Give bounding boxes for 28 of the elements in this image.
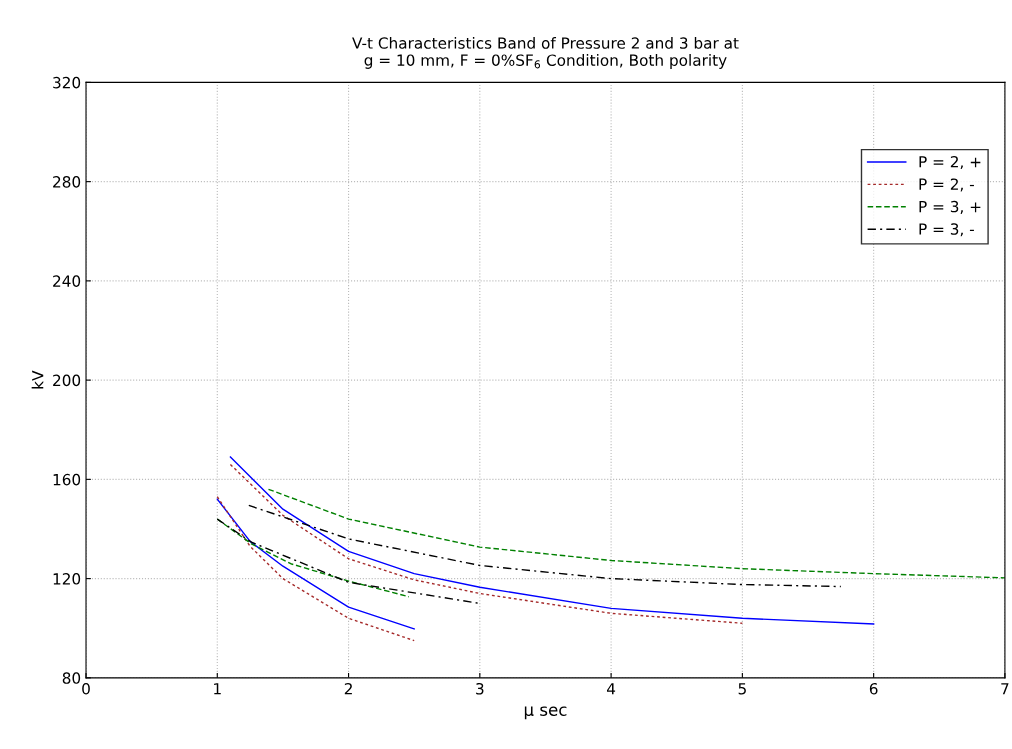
line-series — [248, 504, 842, 588]
y-tick-label: 80 — [62, 672, 81, 684]
x-tick-label: 5 — [738, 683, 746, 695]
chart-title: V-t Characteristics Band of Pressure 2 and 3 bar at g = 10 mm, F = 0%SF$_{6}$ Condition, Both polarity — [352, 37, 739, 69]
x-tick-label: 2 — [344, 682, 352, 695]
line-series — [229, 456, 875, 625]
y-tick-label: 120 — [53, 573, 81, 585]
y-axis-title: kV — [31, 370, 44, 389]
legend-label: P = 3, - — [919, 223, 974, 237]
x-tick-label: 4 — [606, 683, 616, 695]
legend-label: P = 2, + — [919, 155, 981, 170]
y-tick-label: 280 — [53, 176, 81, 188]
x-tick-label: 7 — [1001, 683, 1009, 695]
line-series — [216, 518, 481, 605]
y-tick-label: 200 — [53, 374, 81, 387]
x-axis-title: μ sec — [524, 706, 567, 720]
x-tick-label: 0 — [82, 682, 90, 695]
x-tick-label: 3 — [476, 682, 484, 695]
y-tick-label: 160 — [53, 473, 81, 486]
line-series — [267, 488, 1005, 579]
x-tick-label: 6 — [869, 682, 878, 695]
legend-label: P = 3, + — [919, 200, 981, 214]
x-tick-label: 1 — [214, 683, 221, 695]
y-tick-label: 320 — [53, 76, 81, 89]
line-series — [216, 518, 410, 598]
line-series — [229, 463, 744, 624]
legend-label: P = 2, - — [919, 178, 974, 192]
y-tick-label: 240 — [53, 275, 81, 287]
